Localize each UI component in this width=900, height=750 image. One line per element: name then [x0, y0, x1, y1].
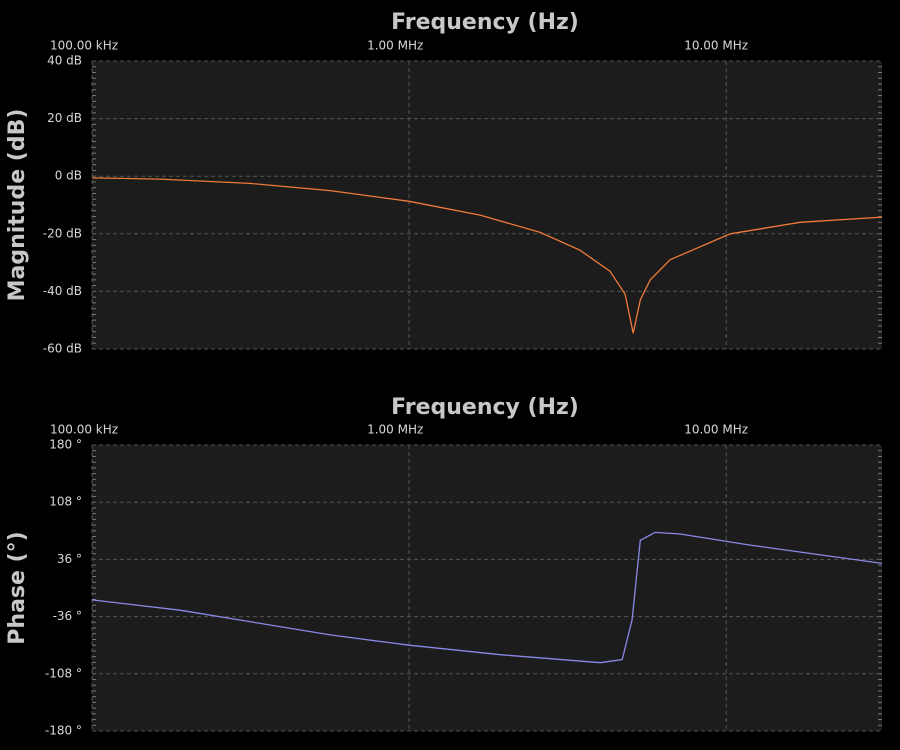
x-tick-label: 1.00 MHz [367, 39, 423, 53]
plot-area [92, 61, 882, 349]
data-line [91, 177, 883, 334]
plot-area [92, 445, 882, 731]
y-tick-label: 0 dB [55, 169, 82, 183]
x-tick-label: 100.00 kHz [50, 423, 118, 437]
x-axis-title: Frequency (Hz) [391, 10, 579, 35]
y-axis-title: Magnitude (dB) [5, 109, 30, 302]
y-axis-title: Phase (°) [5, 531, 30, 644]
x-tick-label: 10.00 MHz [684, 39, 748, 53]
x-tick-label: 100.00 kHz [50, 39, 118, 53]
y-tick-label: -36 ° [53, 609, 82, 623]
y-tick-label: -60 dB [43, 342, 82, 356]
y-tick-label: 108 ° [49, 495, 82, 509]
x-tick-label: 10.00 MHz [684, 423, 748, 437]
data-line [91, 531, 883, 664]
y-tick-label: 40 dB [47, 54, 82, 68]
x-axis-title: Frequency (Hz) [391, 395, 579, 420]
y-tick-label: -40 dB [43, 284, 82, 298]
x-tick-label: 1.00 MHz [367, 423, 423, 437]
y-tick-label: -180 ° [45, 724, 82, 738]
y-tick-label: -108 ° [45, 666, 82, 680]
y-tick-label: 20 dB [47, 111, 82, 125]
y-tick-label: 180 ° [49, 438, 82, 452]
y-tick-label: 36 ° [57, 552, 82, 566]
y-tick-label: -20 dB [43, 226, 82, 240]
